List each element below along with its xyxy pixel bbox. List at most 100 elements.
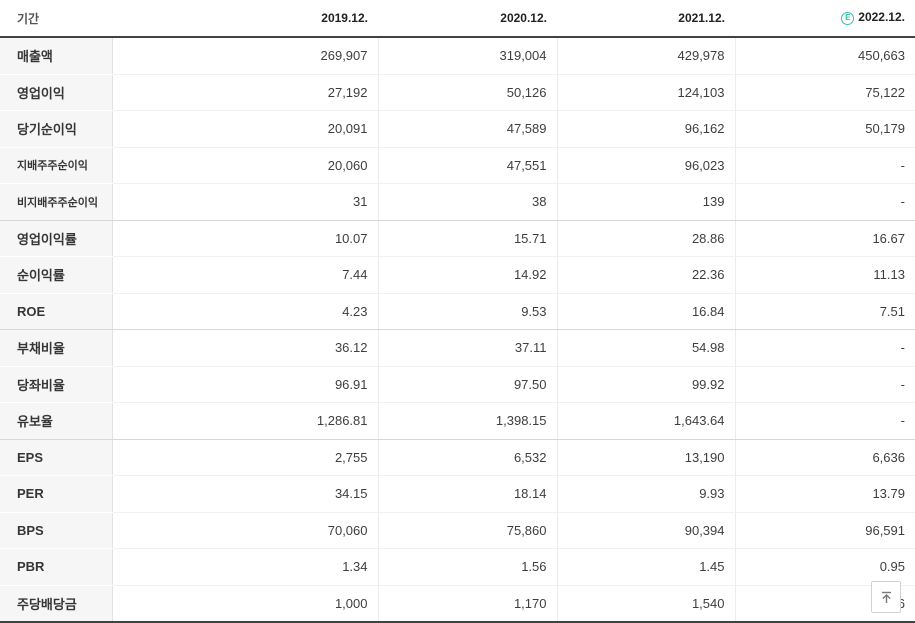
value-cell: 16.67: [734, 220, 915, 257]
table-row: 당좌비율 96.91 97.50 99.92-: [0, 366, 915, 403]
value-cell: 22.36: [556, 256, 735, 294]
table-header: 기간 2019.12. 2020.12. 2021.12. E 2022.12.: [0, 0, 915, 38]
value-cell: 1.34: [111, 548, 378, 586]
row-label: 순이익률: [0, 256, 112, 294]
value-cell: 96,162: [556, 110, 735, 148]
value-cell: 10.07: [111, 220, 378, 257]
value-cell: 50,126: [377, 74, 557, 111]
row-label: 부채비율: [0, 329, 112, 367]
column-header-2021: 2021.12.: [557, 0, 735, 38]
row-label: 영업이익률: [0, 220, 112, 257]
value-cell: 9.53: [377, 293, 557, 330]
value-cell: 96.91: [111, 366, 378, 403]
table-row: 매출액 269,907 319,004 429,978 450,663: [0, 37, 915, 75]
value-cell: 16.84: [556, 293, 735, 330]
value-cell: 96,591: [734, 512, 915, 549]
value-cell: 7.51: [734, 293, 915, 330]
value-cell: 429,978: [556, 37, 735, 75]
estimate-icon: E: [841, 11, 855, 25]
table-row: BPS 70,060 75,860 90,394 96,591: [0, 512, 915, 549]
table-row: 영업이익률 10.07 15.71 28.86 16.67: [0, 220, 915, 257]
value-cell: 27,192: [111, 74, 378, 111]
value-cell: -: [734, 366, 915, 403]
value-cell: -: [734, 402, 915, 440]
value-cell: 75,122: [734, 74, 915, 111]
value-cell: 37.11: [377, 329, 557, 367]
value-cell: 1,170: [377, 585, 557, 623]
value-cell: 2,755: [111, 439, 378, 476]
value-cell: 50,179: [734, 110, 915, 148]
value-cell: -: [734, 147, 915, 184]
value-cell: 1,286.81: [111, 402, 378, 440]
value-cell: 1.56: [377, 548, 557, 586]
table-body: 매출액 269,907 319,004 429,978 450,663 영업이익 27,19…: [0, 37, 915, 623]
table-row: PER 34.15 18.14 9.93 13.79: [0, 475, 915, 513]
value-cell: 31: [111, 183, 378, 221]
period-header: 기간: [0, 0, 112, 38]
table-row: 영업이익 27,192 50,126 124,103 75,122: [0, 74, 915, 111]
row-label: 지배주주순이익: [0, 147, 112, 184]
table-row: 순이익률 7.44 14.92 22.36 11.13: [0, 256, 915, 294]
row-label: 영업이익: [0, 74, 112, 111]
row-label: PER: [0, 475, 112, 513]
value-cell: 450,663: [734, 37, 915, 75]
row-label: BPS: [0, 512, 112, 549]
value-cell: 90,394: [556, 512, 735, 549]
value-cell: 15.71: [377, 220, 557, 257]
value-cell: 36.12: [111, 329, 378, 367]
value-cell: 70,060: [111, 512, 378, 549]
row-label: 비지배주주순이익: [0, 183, 112, 221]
column-header-2022-estimate: E 2022.12.: [735, 0, 915, 38]
table-row: 비지배주주순이익 31 38 139-: [0, 183, 915, 221]
row-label: EPS: [0, 439, 112, 476]
value-cell: 7.44: [111, 256, 378, 294]
value-cell: 124,103: [556, 74, 735, 111]
value-cell: 75,860: [377, 512, 557, 549]
row-label: PBR: [0, 548, 112, 586]
value-cell: -: [734, 183, 915, 221]
column-header-2019: 2019.12.: [112, 0, 378, 38]
table-row: ROE 4.23 9.53 16.84 7.51: [0, 293, 915, 330]
value-cell: 11.13: [734, 256, 915, 294]
column-header-2020: 2020.12.: [378, 0, 557, 38]
row-label: ROE: [0, 293, 112, 330]
value-cell: 47,551: [377, 147, 557, 184]
value-cell: 99.92: [556, 366, 735, 403]
row-label: 당좌비율: [0, 366, 112, 403]
row-label: 매출액: [0, 37, 112, 75]
table-row: PBR 1.34 1.56 1.45 0.95: [0, 548, 915, 586]
value-cell: 1,398.15: [377, 402, 557, 440]
header-row: 기간 2019.12. 2020.12. 2021.12. E 2022.12.: [0, 0, 915, 38]
value-cell: 1,000: [111, 585, 378, 623]
value-cell: 6,532: [377, 439, 557, 476]
value-cell: 4.23: [111, 293, 378, 330]
value-cell: 54.98: [556, 329, 735, 367]
value-cell: 1,540: [556, 585, 735, 623]
value-cell: 28.86: [556, 220, 735, 257]
value-cell: 13,190: [556, 439, 735, 476]
table-row: 부채비율 36.12 37.11 54.98-: [0, 329, 915, 367]
value-cell: 1,643.64: [556, 402, 735, 440]
value-cell: 47,589: [377, 110, 557, 148]
table-row: EPS 2,755 6,532 13,190 6,636: [0, 439, 915, 476]
value-cell: 20,060: [111, 147, 378, 184]
table-row: 유보율 1,286.81 1,398.15 1,643.64-: [0, 402, 915, 440]
table-row: 지배주주순이익 20,060 47,551 96,023-: [0, 147, 915, 184]
value-cell: -: [734, 329, 915, 367]
value-cell: 0.95: [734, 548, 915, 586]
value-cell: 139: [556, 183, 735, 221]
value-cell: 34.15: [111, 475, 378, 513]
value-cell: 96,023: [556, 147, 735, 184]
row-label: 당기순이익: [0, 110, 112, 148]
scroll-to-top-button[interactable]: [871, 581, 901, 613]
value-cell: 13.79: [734, 475, 915, 513]
value-cell: 9.93: [556, 475, 735, 513]
arrow-up-to-top-icon: [881, 591, 891, 603]
value-cell: 18.14: [377, 475, 557, 513]
value-cell: 97.50: [377, 366, 557, 403]
value-cell: 20,091: [111, 110, 378, 148]
row-label: 주당배당금: [0, 585, 112, 623]
column-header-2022-label: 2022.12.: [858, 10, 905, 25]
